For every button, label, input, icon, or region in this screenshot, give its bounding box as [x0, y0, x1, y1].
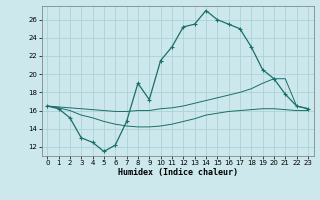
X-axis label: Humidex (Indice chaleur): Humidex (Indice chaleur)	[118, 168, 237, 177]
